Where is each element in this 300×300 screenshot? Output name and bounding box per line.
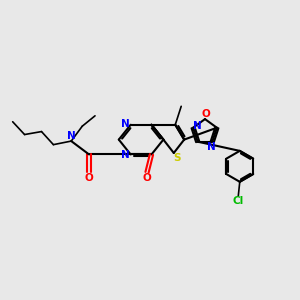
Text: N: N [207,142,216,152]
Text: N: N [194,121,202,131]
Text: O: O [143,172,152,183]
Text: N: N [121,119,130,129]
Text: N: N [67,131,76,141]
Text: S: S [174,153,181,163]
Text: Cl: Cl [232,196,244,206]
Text: O: O [85,173,93,183]
Text: O: O [201,109,210,119]
Text: N: N [121,150,130,160]
